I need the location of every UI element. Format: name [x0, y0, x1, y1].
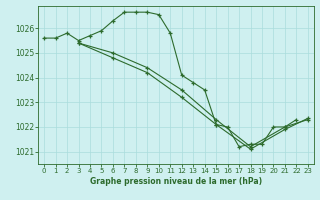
X-axis label: Graphe pression niveau de la mer (hPa): Graphe pression niveau de la mer (hPa) — [90, 177, 262, 186]
